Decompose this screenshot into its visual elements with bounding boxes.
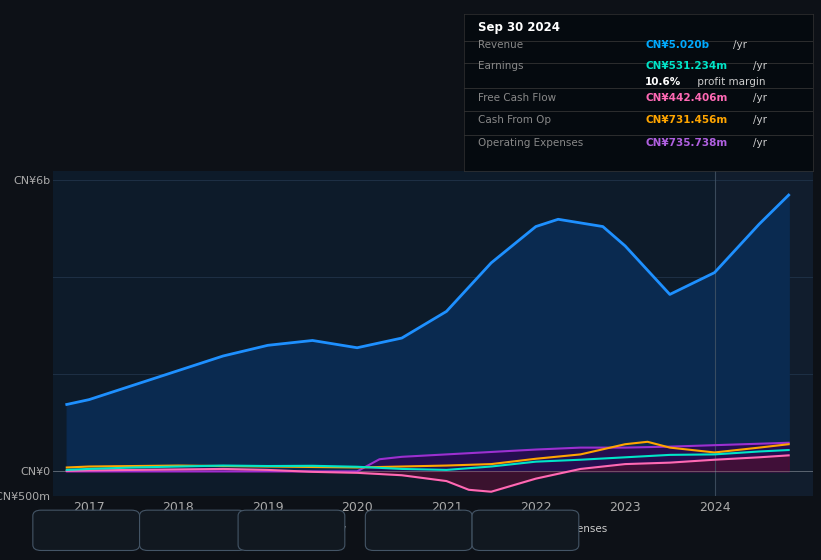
Text: CN¥735.738m: CN¥735.738m bbox=[645, 138, 727, 148]
Text: Earnings: Earnings bbox=[170, 524, 215, 534]
Text: CN¥731.456m: CN¥731.456m bbox=[645, 115, 727, 124]
Text: /yr: /yr bbox=[733, 40, 747, 50]
Text: Operating Expenses: Operating Expenses bbox=[502, 524, 608, 534]
Text: ●: ● bbox=[487, 524, 495, 534]
Text: Earnings: Earnings bbox=[478, 61, 523, 71]
Text: /yr: /yr bbox=[753, 61, 767, 71]
Text: profit margin: profit margin bbox=[695, 77, 766, 87]
Text: CN¥442.406m: CN¥442.406m bbox=[645, 92, 727, 102]
Text: /yr: /yr bbox=[753, 115, 767, 124]
Text: 10.6%: 10.6% bbox=[645, 77, 681, 87]
Text: Revenue: Revenue bbox=[63, 524, 108, 534]
Text: Revenue: Revenue bbox=[478, 40, 523, 50]
Text: ●: ● bbox=[154, 524, 163, 534]
Text: Cash From Op: Cash From Op bbox=[396, 524, 469, 534]
Text: ●: ● bbox=[48, 524, 56, 534]
Text: ●: ● bbox=[380, 524, 388, 534]
Bar bbox=[714, 171, 813, 496]
Text: Free Cash Flow: Free Cash Flow bbox=[478, 92, 556, 102]
Text: Operating Expenses: Operating Expenses bbox=[478, 138, 583, 148]
Text: Sep 30 2024: Sep 30 2024 bbox=[478, 21, 560, 34]
Text: ●: ● bbox=[253, 524, 261, 534]
Text: CN¥5.020b: CN¥5.020b bbox=[645, 40, 709, 50]
Text: Cash From Op: Cash From Op bbox=[478, 115, 551, 124]
Text: Free Cash Flow: Free Cash Flow bbox=[268, 524, 346, 534]
Text: /yr: /yr bbox=[753, 138, 767, 148]
Text: /yr: /yr bbox=[753, 92, 767, 102]
Text: CN¥531.234m: CN¥531.234m bbox=[645, 61, 727, 71]
